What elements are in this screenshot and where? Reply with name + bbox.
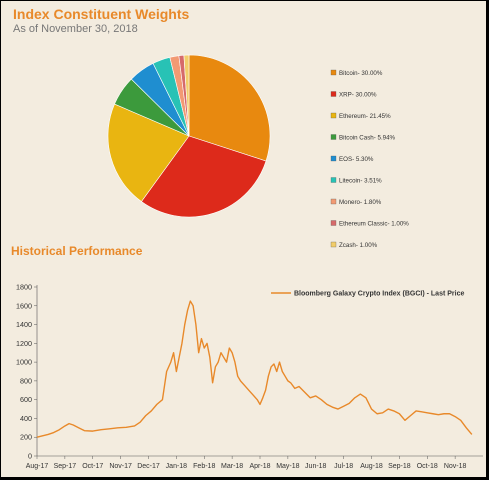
legend-swatch bbox=[330, 91, 337, 97]
legend-swatch bbox=[330, 155, 337, 162]
x-tick-label: Apr-18 bbox=[249, 463, 270, 470]
y-tick-label: 1800 bbox=[16, 283, 32, 292]
legend-label: Ethereum Classic- 1.00% bbox=[339, 221, 409, 228]
x-tick-label: Sep-17 bbox=[54, 463, 77, 470]
y-tick-label: 0 bbox=[28, 452, 32, 461]
x-tick-label: Dec-17 bbox=[137, 463, 160, 470]
series-line bbox=[36, 300, 473, 438]
legend-label: Litecoin- 3.51% bbox=[339, 178, 382, 185]
legend-label: Monero- 1.80% bbox=[339, 199, 382, 206]
y-tick-label: 1200 bbox=[16, 339, 32, 348]
x-tick-label: Oct-17 bbox=[82, 463, 103, 470]
x-tick-label: May-18 bbox=[276, 463, 299, 470]
y-tick-label: 600 bbox=[20, 395, 32, 404]
legend-swatch bbox=[330, 69, 337, 76]
legend-label: Bloomberg Galaxy Crypto Index (BGCI) - L… bbox=[294, 291, 464, 298]
x-tick-label: Nov-17 bbox=[109, 463, 132, 470]
legend-swatch bbox=[330, 220, 337, 226]
pie-slice bbox=[188, 54, 271, 162]
y-tick-label: 1400 bbox=[16, 320, 32, 329]
pie-slice bbox=[140, 135, 267, 218]
y-tick-label: 1600 bbox=[16, 301, 32, 310]
y-tick-label: 800 bbox=[20, 376, 32, 385]
legend-swatch bbox=[330, 241, 337, 248]
legend-swatch bbox=[330, 134, 337, 140]
x-tick-label: Mar-18 bbox=[221, 463, 243, 470]
x-tick-label: Nov-18 bbox=[444, 463, 467, 470]
x-tick-label: Jun-18 bbox=[305, 463, 327, 470]
legend-label: Bitcoin- 30.00% bbox=[339, 70, 383, 77]
x-tick-label: Sep-18 bbox=[388, 463, 411, 470]
y-tick-label: 1000 bbox=[16, 358, 32, 367]
weights-date: As of November 30, 2018 bbox=[13, 23, 138, 35]
legend-label: Zcash- 1.00% bbox=[339, 242, 378, 249]
pie-chart: Bitcoin- 30.00% XRP- 30.00% Ethereum- 21.4… bbox=[107, 54, 409, 249]
performance-title: Historical Performance bbox=[11, 244, 143, 258]
x-tick-label: Feb-18 bbox=[193, 463, 215, 470]
weights-title: Index Constituent Weights bbox=[13, 6, 190, 22]
legend-swatch bbox=[330, 177, 337, 183]
x-tick-label: Jan-18 bbox=[166, 463, 188, 470]
x-tick-label: Aug-17 bbox=[26, 463, 49, 470]
legend-label: XRP- 30.00% bbox=[339, 92, 377, 99]
pie-slice bbox=[107, 103, 190, 202]
legend-swatch bbox=[330, 198, 337, 205]
y-tick-label: 200 bbox=[20, 433, 32, 442]
x-tick-label: Oct-18 bbox=[417, 463, 438, 470]
line-chart: 0 200 400 600 800 1000 1200 1400 1600 1800 Aug-17 S… bbox=[16, 283, 483, 470]
legend-label: Ethereum- 21.45% bbox=[339, 113, 391, 120]
legend-swatch bbox=[330, 112, 337, 119]
legend-label: EOS- 5.30% bbox=[339, 156, 374, 163]
x-tick-label: Jul-18 bbox=[334, 463, 353, 470]
y-tick-label: 400 bbox=[20, 414, 32, 423]
pie-slice bbox=[183, 54, 190, 137]
x-tick-label: Aug-18 bbox=[360, 463, 383, 470]
legend-label: Bitcoin Cash- 5.94% bbox=[339, 135, 396, 142]
